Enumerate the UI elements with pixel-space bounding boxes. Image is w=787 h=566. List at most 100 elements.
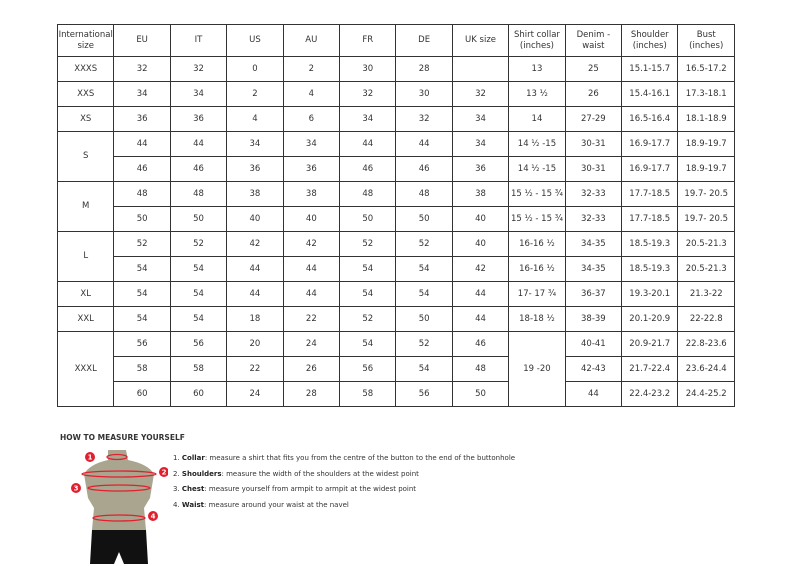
table-cell: 34-35 xyxy=(564,231,623,257)
table-cell: 44 xyxy=(339,131,397,157)
table-cell: 34 xyxy=(169,81,228,107)
table-cell: 22.8-23.6 xyxy=(677,331,735,357)
column-header: Denim - waist xyxy=(564,24,623,57)
table-cell: 54 xyxy=(113,256,171,282)
table-cell: 54 xyxy=(395,356,453,382)
table-cell: 58 xyxy=(339,381,397,407)
table-cell: 14 xyxy=(508,106,566,132)
table-cell: 34 xyxy=(451,106,510,132)
table-cell: XL xyxy=(56,281,115,307)
table-cell: 34 xyxy=(451,131,510,157)
table-cell: 48 xyxy=(113,181,171,207)
measure-steps: 1. Collar: measure a shirt that fits you… xyxy=(173,451,515,513)
table-cell: 42 xyxy=(451,256,510,282)
table-cell: 44 xyxy=(282,281,341,307)
table-cell: 42 xyxy=(282,231,341,257)
table-cell: 52 xyxy=(169,231,228,257)
table-cell: 60 xyxy=(113,381,171,407)
table-cell: 4 xyxy=(282,81,341,107)
table-cell: 13 ½ xyxy=(508,81,566,107)
table-cell: 18-18 ½ xyxy=(508,306,566,332)
table-cell: 15 ½ - 15 ¾ xyxy=(508,181,566,207)
table-cell: 24.4-25.2 xyxy=(677,381,735,407)
table-cell: 52 xyxy=(339,306,397,332)
table-cell: 17- 17 ¾ xyxy=(508,281,566,307)
table-cell: 17.7-18.5 xyxy=(621,206,679,232)
table-row: 60 60 24 28 58 56 50 44 22.4-23.2 24.4-25.2 xyxy=(58,381,735,407)
table-cell xyxy=(451,56,510,82)
table-cell: 56 xyxy=(395,381,453,407)
column-header: IT xyxy=(169,24,228,57)
table-cell: 27-29 xyxy=(564,106,623,132)
marker-3: 3 xyxy=(74,485,79,493)
table-cell: 32 xyxy=(113,56,171,82)
table-cell: 40 xyxy=(451,231,510,257)
torso-measurement-illustration: 1 2 3 4 xyxy=(71,450,168,564)
table-cell: 46 xyxy=(339,156,397,182)
table-cell: 19 -20 xyxy=(508,331,566,407)
table-cell: 21.3-22 xyxy=(677,281,735,307)
column-header: Bust (inches) xyxy=(677,24,735,57)
table-cell: 54 xyxy=(395,281,453,307)
table-cell: 22 xyxy=(226,356,284,382)
table-cell: 16-16 ½ xyxy=(508,231,566,257)
table-row: M 48 48 38 38 48 48 38 15 ½ - 15 ¾ 32-33 17.7-18.5… xyxy=(56,181,735,232)
table-cell: 38 xyxy=(282,181,341,207)
table-cell: 32-33 xyxy=(564,181,623,207)
table-cell: 44 xyxy=(564,381,623,407)
table-row: XXXL 56 56 20 24 54 52 46 19 -20 40-41 20.9-21.7 22… xyxy=(56,331,735,407)
table-cell: 32-33 xyxy=(564,206,623,232)
table-cell: 24 xyxy=(282,331,341,357)
table-cell: 23.6-24.4 xyxy=(677,356,735,382)
table-cell: 2 xyxy=(282,56,341,82)
size-chart-table: International size EU IT US AU FR DE UK size Shi… xyxy=(56,24,735,407)
table-cell: 42 xyxy=(226,231,284,257)
table-cell: 30 xyxy=(339,56,397,82)
table-cell: 36 xyxy=(169,106,228,132)
table-row: XS 36 36 4 6 34 32 34 14 27-29 16.5-16.4 18.1-18.9 xyxy=(56,106,735,132)
table-cell: 21.7-22.4 xyxy=(621,356,679,382)
table-cell: 32 xyxy=(339,81,397,107)
table-cell: 40-41 xyxy=(564,331,623,357)
table-cell: 18.9-19.7 xyxy=(677,131,735,157)
table-cell: 54 xyxy=(169,306,228,332)
table-cell: 46 xyxy=(169,156,228,182)
table-cell: 40 xyxy=(282,206,341,232)
table-cell: 15.4-16.1 xyxy=(621,81,679,107)
table-cell: 20.9-21.7 xyxy=(621,331,679,357)
column-header: FR xyxy=(339,24,397,57)
marker-2: 2 xyxy=(162,469,167,477)
table-cell: 24 xyxy=(226,381,284,407)
table-row: XXXS 32 32 0 2 30 28 13 25 15.1-15.7 16.5-17.2 xyxy=(56,56,735,82)
column-header: Shoulder (inches) xyxy=(621,24,679,57)
table-row: 58 58 22 26 56 54 48 42-43 21.7-22.4 23.6-24.4 xyxy=(58,356,735,382)
table-cell: 14 ½ -15 xyxy=(508,156,566,182)
table-cell: 48 xyxy=(339,181,397,207)
table-cell: 34 xyxy=(113,81,171,107)
table-cell: 18.9-19.7 xyxy=(677,156,735,182)
table-cell: 44 xyxy=(451,306,510,332)
column-header: DE xyxy=(395,24,453,57)
table-row: XXS 34 34 2 4 32 30 32 13 ½ 26 15.4-16.1 17.3-18.1 xyxy=(56,81,735,107)
table-cell: 18.5-19.3 xyxy=(621,231,679,257)
table-cell: 54 xyxy=(113,281,171,307)
table-cell: 13 xyxy=(508,56,566,82)
column-header: Shirt collar (inches) xyxy=(508,24,566,57)
table-cell: 34 xyxy=(226,131,284,157)
table-cell: 44 xyxy=(226,256,284,282)
table-cell: 54 xyxy=(395,256,453,282)
table-cell: 18 xyxy=(226,306,284,332)
table-cell: 50 xyxy=(339,206,397,232)
table-cell: M xyxy=(56,181,115,232)
table-cell: 58 xyxy=(169,356,228,382)
marker-1: 1 xyxy=(88,454,93,462)
table-cell: 2 xyxy=(226,81,284,107)
table-cell: 15.1-15.7 xyxy=(621,56,679,82)
table-cell: 52 xyxy=(395,331,453,357)
table-cell: 30-31 xyxy=(564,131,623,157)
table-row: 50 50 40 40 50 50 40 15 ½ - 15 ¾ 32-33 17.7-18.5 1… xyxy=(58,206,735,232)
table-cell: 52 xyxy=(113,231,171,257)
table-cell: 38-39 xyxy=(564,306,623,332)
table-cell: 25 xyxy=(564,56,623,82)
table-cell: 46 xyxy=(113,156,171,182)
